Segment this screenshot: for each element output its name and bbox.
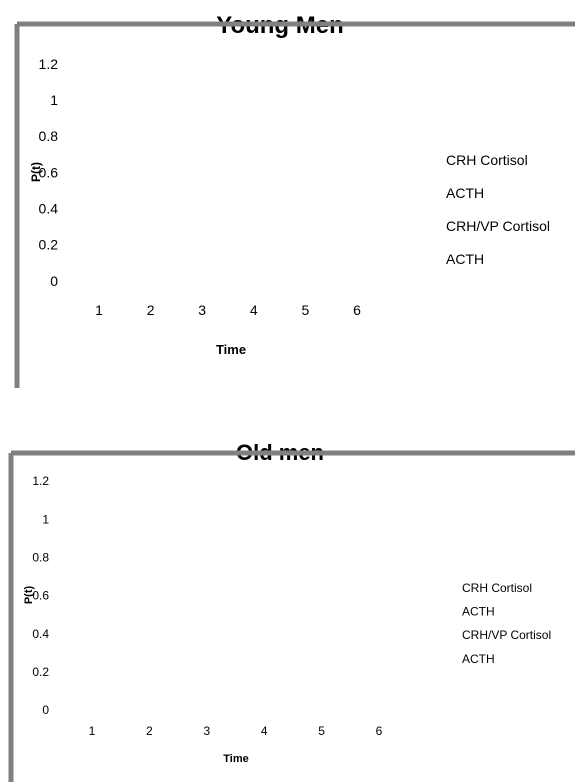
y-tick-label: 0: [50, 273, 58, 289]
x-tick-label: 3: [203, 724, 210, 738]
x-axis-title: Time: [223, 753, 248, 765]
y-tick-label: 0: [42, 703, 49, 717]
legend-entry: CRH/VP Cortisol: [462, 628, 551, 642]
legend-entry: CRH Cortisol: [462, 581, 532, 595]
y-tick-label: 1: [42, 512, 49, 526]
legend-entry: ACTH: [446, 185, 484, 201]
x-tick-label: 3: [198, 302, 206, 318]
y-tick-label: 0.2: [39, 237, 59, 253]
x-tick-label: 4: [250, 302, 258, 318]
x-tick-label: 2: [147, 302, 155, 318]
x-tick-label: 1: [89, 724, 96, 738]
x-tick-label: 5: [302, 302, 310, 318]
x-tick-label: 5: [318, 724, 325, 738]
x-tick-label: 6: [376, 724, 383, 738]
y-tick-label: 0.4: [32, 627, 49, 641]
y-tick-label: 0.8: [39, 128, 59, 144]
y-axis-title: P(t): [29, 162, 43, 182]
y-tick-label: 1.2: [39, 56, 59, 72]
chart-young-men: Young Men1.210.80.60.40.20P(t)123456Time…: [14, 12, 575, 388]
y-tick-label: 0.8: [32, 551, 49, 565]
y-tick-label: 0.6: [32, 589, 49, 603]
legend-entry: CRH/VP Cortisol: [446, 218, 550, 234]
x-tick-label: 4: [261, 724, 268, 738]
x-axis-title: Time: [216, 342, 246, 357]
legend-entry: ACTH: [446, 251, 484, 267]
y-axis-title: P(t): [23, 586, 35, 605]
y-tick-label: 0.2: [32, 665, 49, 679]
y-tick-label: 0.4: [39, 201, 59, 217]
y-tick-label: 1: [50, 92, 58, 108]
y-tick-label: 0.6: [39, 164, 59, 180]
x-tick-label: 2: [146, 724, 153, 738]
legend-entry: ACTH: [462, 605, 495, 619]
x-tick-label: 6: [353, 302, 361, 318]
legend-entry: CRH Cortisol: [446, 152, 528, 168]
y-tick-label: 1.2: [32, 474, 49, 488]
x-tick-label: 1: [95, 302, 103, 318]
legend-entry: ACTH: [462, 652, 495, 666]
